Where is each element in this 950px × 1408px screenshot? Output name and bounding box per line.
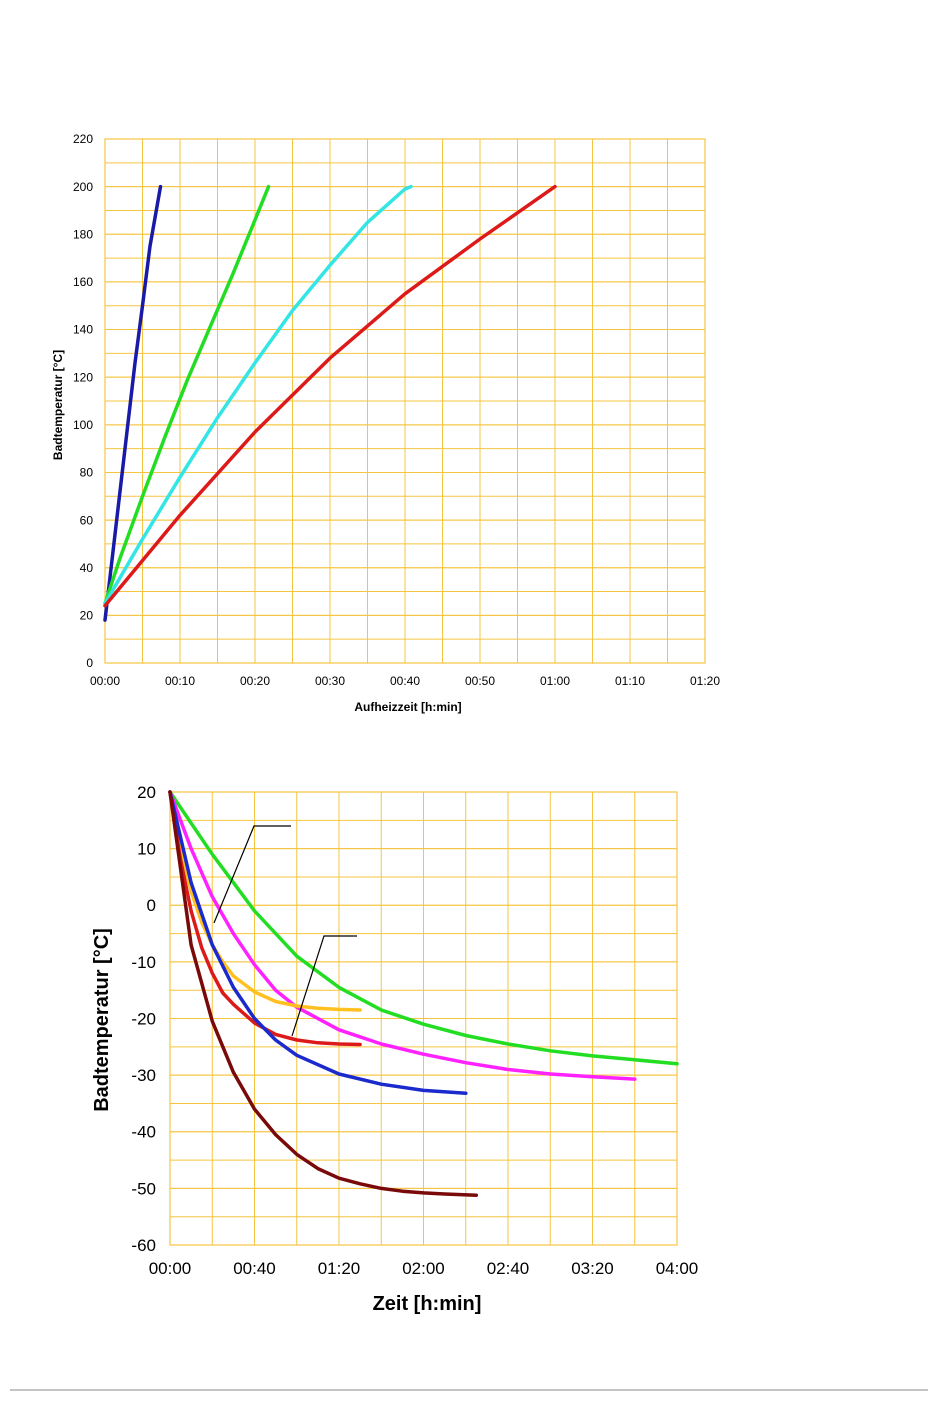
- heating-chart-y-tick-label: 160: [73, 275, 93, 289]
- heating-chart-y-tick-label: 20: [80, 609, 94, 623]
- heating-chart-x-tick-label: 01:00: [540, 674, 570, 688]
- cooling-chart-x-tick-label: 03:20: [571, 1259, 614, 1278]
- cooling-chart-y-tick-label: 10: [137, 840, 156, 859]
- cooling-chart-y-tick-label: 0: [147, 896, 156, 915]
- heating-chart-series-line-4: [103, 184, 557, 608]
- cooling-chart-series-line-4: [168, 790, 362, 1047]
- cooling-chart-y-tick-label: -30: [131, 1066, 156, 1085]
- heating-chart-y-tick-label: 120: [73, 370, 93, 384]
- heating-chart-y-tick-label: 100: [73, 418, 93, 432]
- heating-chart-x-tick-label: 00:10: [165, 674, 195, 688]
- heating-chart-y-tick-label: 180: [73, 227, 93, 241]
- heating-chart-x-tick-label: 00:20: [240, 674, 270, 688]
- cooling-chart-x-tick-label: 00:00: [149, 1259, 192, 1278]
- annotation-leader-line: [291, 935, 357, 1037]
- cooling-chart-x-tick-label: 01:20: [318, 1259, 361, 1278]
- heating-chart-y-tick-label: 140: [73, 323, 93, 337]
- cooling-chart-y-tick-label: -50: [131, 1179, 156, 1198]
- heating-chart-x-tick-label: 01:20: [690, 674, 720, 688]
- cooling-chart-y-tick-label: -10: [131, 953, 156, 972]
- heating-chart-x-tick-label: 00:40: [390, 674, 420, 688]
- cooling-chart-y-tick-label: -20: [131, 1009, 156, 1028]
- heating-chart-series-line-3: [103, 184, 413, 606]
- cooling-chart-x-tick-label: 02:40: [487, 1259, 530, 1278]
- heating-chart-x-tick-label: 00:50: [465, 674, 495, 688]
- cooling-chart-series-line-5: [168, 790, 468, 1095]
- heating-chart-y-tick-label: 200: [73, 180, 93, 194]
- heating-chart-y-ticks: 0 20 40 60 80 100 120 140 160 180 200 220: [73, 132, 93, 670]
- cooling-chart-y-ticks: -60 -50 -40 -30 -20 -10 0 10 20: [131, 783, 156, 1255]
- heating-chart-y-tick-label: 60: [80, 513, 94, 527]
- heating-chart-series: [103, 184, 557, 622]
- cooling-chart-x-tick-label: 00:40: [233, 1259, 276, 1278]
- heating-chart-y-tick-label: 220: [73, 132, 93, 146]
- cooling-chart-x-axis-title: Zeit [h:min]: [373, 1293, 482, 1315]
- cooling-chart-y-tick-label: 20: [137, 783, 156, 802]
- cooling-chart-x-ticks: 00:00 00:40 01:20 02:00 02:40 03:20 04:00: [149, 1259, 699, 1278]
- cooling-chart-x-tick-label: 04:00: [656, 1259, 699, 1278]
- heating-chart-series-line-1: [103, 184, 163, 622]
- heating-chart-y-tick-label: 0: [86, 656, 93, 670]
- cooling-chart-y-tick-label: -60: [131, 1236, 156, 1255]
- cooling-chart-series-line-6: [168, 790, 479, 1197]
- heating-chart-series-line-2: [103, 184, 271, 606]
- cooling-chart-x-tick-label: 02:00: [402, 1259, 445, 1278]
- heating-chart-grid: [104, 138, 706, 664]
- heating-chart-x-tick-label: 01:10: [615, 674, 645, 688]
- heating-chart: 0 20 40 60 80 100 120 140 160 180 200 220 00:00 00:1…: [51, 132, 720, 714]
- cooling-chart-y-tick-label: -40: [131, 1123, 156, 1142]
- heating-chart-y-tick-label: 40: [80, 561, 94, 575]
- heating-chart-x-ticks: 00:00 00:10 00:20 00:30 00:40 00:50 01:00 01:10…: [90, 674, 720, 688]
- cooling-chart-series-line-1: [168, 790, 679, 1066]
- annotation-leader-line: [213, 825, 291, 924]
- cooling-chart-grid: [169, 791, 678, 1246]
- heating-chart-y-tick-label: 80: [80, 466, 94, 480]
- heating-chart-x-axis-title: Aufheizzeit [h:min]: [354, 700, 461, 714]
- heating-chart-x-tick-label: 00:00: [90, 674, 120, 688]
- cooling-chart-y-axis-title: Badtemperatur [°C]: [91, 928, 113, 1112]
- cooling-chart-series-line-3: [168, 790, 362, 1012]
- heating-chart-y-axis-title: Badtemperatur [°C]: [51, 350, 65, 460]
- heating-chart-x-tick-label: 00:30: [315, 674, 345, 688]
